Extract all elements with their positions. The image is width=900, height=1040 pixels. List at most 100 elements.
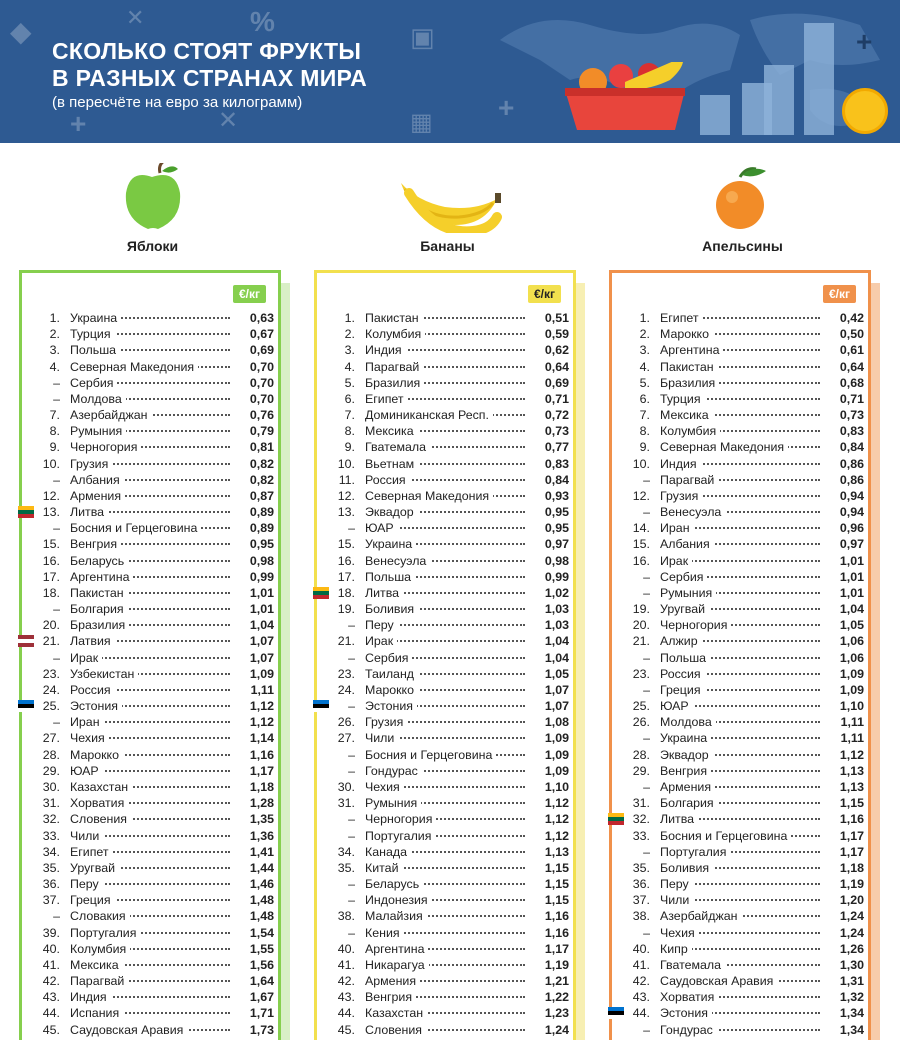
price-value: 0,81 [249,440,274,455]
rank: 41. [632,957,650,972]
table-row: 32. Словения 1,35 [22,811,278,827]
country-name: Северная Македония [365,488,525,504]
leader-dots [70,478,230,481]
leader-dots [660,769,820,772]
country-name: Перу [70,876,230,892]
rank: 42. [42,974,60,989]
country-label: Испания [70,1006,124,1021]
table-row: 10. Вьетнам 0,83 [317,456,573,472]
rank: 26. [337,715,355,730]
leader-dots [70,705,230,708]
price-value: 1,18 [839,860,864,875]
rank: 44. [42,1006,60,1021]
rank: 12. [632,488,650,503]
table-row: – Гондурас 1,09 [317,763,573,779]
rank: 32. [42,812,60,827]
multiply-icon: ✕ [218,107,239,134]
price-value: 0,86 [839,456,864,471]
country-label: Венгрия [70,537,122,552]
price-value: 1,12 [544,828,569,843]
leader-dots [70,591,230,594]
table-row: 45. Словения 1,24 [317,1022,573,1038]
price-value: 1,36 [249,828,274,843]
country-label: Индия [660,456,701,471]
country-name: ЮАР [660,698,820,714]
table-row: – Греция 1,09 [612,682,868,698]
country-name: Таиланд [365,666,525,682]
leader-dots [660,737,820,740]
banana-icon [401,183,502,233]
country-label: Эстония [660,1006,713,1021]
table-row: – Гондурас 1,34 [612,1022,868,1038]
country-name: Узбекистан [70,666,230,682]
leader-dots [70,785,230,788]
country-name: Португалия [660,844,820,860]
oranges-rows: 1. Египет 0,42 2. Марокко 0,50 3. Аргентина 0,61… [608,310,868,1038]
table-row: 26. Молдова 1,11 [612,714,868,730]
price-value: 1,09 [839,682,864,697]
price-value: 1,13 [544,844,569,859]
price-value: 0,83 [839,424,864,439]
leader-dots [660,430,820,433]
rank: 29. [632,763,650,778]
leader-dots [365,834,525,837]
country-label: Португалия [70,925,141,940]
country-label: Грузия [70,456,113,471]
country-name: Латвия [70,633,230,649]
table-row: 26. Грузия 1,08 [317,714,573,730]
country-label: Северная Македония [660,440,789,455]
table-row: 41. Никарагуа 1,19 [317,957,573,973]
rank: 25. [632,699,650,714]
rank: 24. [337,682,355,697]
leader-dots [365,1012,525,1015]
country-label: Аргентина [365,941,429,956]
table-row: 12. Северная Македония 0,93 [317,488,573,504]
leader-dots [70,1012,230,1015]
rank: 24. [42,682,60,697]
country-name: Индия [365,342,525,358]
price-value: 0,62 [544,343,569,358]
table-row: – Сербия 1,01 [612,569,868,585]
bananas-table: €/кг 1. Пакистан 0,51 2. Колумбия 0,59 3. Индия… [313,270,585,1040]
leader-dots [70,430,230,433]
rank: – [53,472,60,487]
leader-dots [70,349,230,352]
price-value: 0,64 [544,359,569,374]
price-value: 1,17 [544,941,569,956]
price-value: 0,96 [839,521,864,536]
price-value: 1,01 [839,553,864,568]
rank: – [348,763,355,778]
leader-dots [365,430,525,433]
country-label: Эстония [70,699,123,714]
price-value: 1,16 [249,747,274,762]
rank: 30. [337,779,355,794]
table-row: – Польша 1,06 [612,650,868,666]
price-value: 1,11 [840,731,864,746]
country-label: Казахстан [365,1006,428,1021]
country-name: Бразилия [70,617,230,633]
country-label: Литва [365,585,404,600]
country-label: Венесуэла [365,553,431,568]
rank: 2. [639,327,650,342]
rank: 32. [632,812,650,827]
table-row: – Эстония 1,07 [313,698,573,714]
price-value: 0,87 [249,488,274,503]
rank: 43. [42,990,60,1005]
table-row: – Сербия 0,70 [22,375,278,391]
country-label: Сербия [660,569,708,584]
country-label: Греция [660,682,705,697]
rank: 19. [337,602,355,617]
leader-dots [365,705,525,708]
leader-dots [365,656,525,659]
table-row: 1. Пакистан 0,51 [317,310,573,326]
rank: 1. [639,311,650,325]
table-row: 10. Грузия 0,82 [22,456,278,472]
rank: 12. [42,488,60,503]
price-value: 1,07 [249,634,274,649]
rank: – [643,472,650,487]
rank: 4. [49,359,60,374]
country-name: Иран [660,520,820,536]
price-value: 1,41 [249,844,274,859]
price-value: 1,04 [544,650,569,665]
rank: 15. [337,537,355,552]
